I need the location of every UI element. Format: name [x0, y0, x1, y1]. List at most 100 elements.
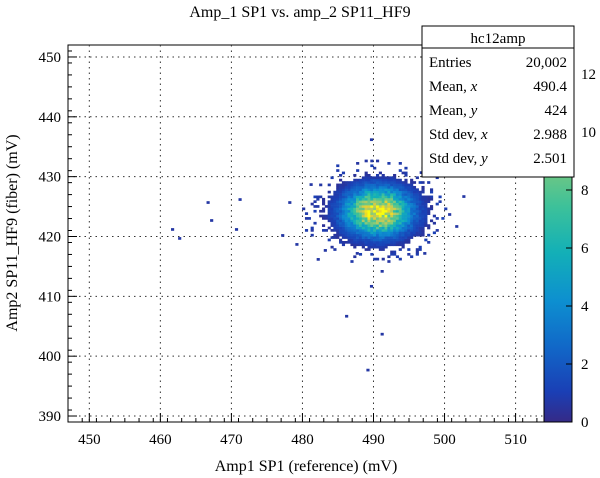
heatmap-cell — [336, 236, 340, 239]
heatmap-cell — [353, 205, 357, 208]
heatmap-cell — [421, 221, 425, 225]
heatmap-cell — [415, 212, 419, 215]
y-tick-label: 440 — [39, 110, 62, 126]
heatmap-cell — [390, 250, 394, 254]
heatmap-cell — [375, 207, 380, 211]
heatmap-cell — [393, 209, 397, 213]
heatmap-cell — [367, 197, 371, 201]
heatmap-cell — [333, 248, 337, 251]
heatmap-cell — [367, 190, 371, 194]
heatmap-cell — [350, 221, 354, 225]
heatmap-cell — [373, 207, 377, 211]
heatmap-cell — [333, 209, 337, 213]
heatmap-cell — [378, 238, 382, 242]
heatmap-cell — [341, 236, 346, 239]
heatmap-cell — [398, 212, 402, 215]
heatmap-cell — [381, 202, 385, 206]
heatmap-cell — [404, 190, 408, 194]
heatmap-cell — [344, 224, 348, 227]
heatmap-cell — [427, 200, 431, 204]
heatmap-cell — [344, 236, 348, 239]
heatmap-cell — [370, 243, 374, 247]
heatmap-cell — [421, 185, 425, 189]
heatmap-outlier-cell — [178, 237, 182, 240]
heatmap-cell — [381, 190, 385, 194]
heatmap-cell — [404, 236, 408, 239]
heatmap-cell — [395, 226, 400, 230]
heatmap-cell — [364, 214, 368, 218]
heatmap-cell — [361, 245, 365, 249]
heatmap-cell — [353, 185, 357, 189]
heatmap-cell — [361, 200, 365, 204]
heatmap-cell — [401, 188, 405, 192]
heatmap-cell — [341, 209, 346, 213]
heatmap-cell — [415, 214, 419, 218]
heatmap-cell — [381, 233, 385, 237]
heatmap-cell — [367, 205, 371, 208]
heatmap-cell — [341, 219, 346, 223]
heatmap-cell — [415, 205, 419, 208]
heatmap-cell — [367, 212, 371, 215]
heatmap-cell — [364, 171, 368, 175]
heatmap-cell — [410, 200, 414, 204]
heatmap-cell — [384, 205, 388, 208]
heatmap-cell — [390, 183, 394, 187]
heatmap-cell — [350, 185, 354, 189]
heatmap-cell — [410, 181, 414, 184]
heatmap-cell — [364, 176, 368, 180]
heatmap-cell — [407, 248, 411, 251]
heatmap-cell — [373, 176, 377, 180]
heatmap-cell — [384, 209, 388, 213]
stats-row-label: Mean, x — [429, 79, 478, 95]
heatmap-cell — [418, 202, 422, 206]
heatmap-cell — [375, 200, 380, 204]
heatmap-cell — [373, 245, 377, 249]
heatmap-cell — [361, 188, 365, 192]
heatmap-cell — [358, 231, 363, 235]
heatmap-cell — [347, 200, 351, 204]
heatmap-cell — [407, 236, 411, 239]
heatmap-cell — [395, 202, 400, 206]
heatmap-cell — [375, 217, 380, 220]
heatmap-cell — [341, 190, 346, 194]
heatmap-cell — [429, 197, 434, 201]
heatmap-cell — [438, 195, 442, 199]
heatmap-cell — [358, 219, 363, 223]
heatmap-cell — [370, 159, 374, 163]
heatmap-cell — [310, 229, 314, 232]
heatmap-cell — [336, 190, 340, 194]
heatmap-cell — [393, 173, 397, 177]
heatmap-cell — [347, 229, 351, 232]
heatmap-cell — [407, 224, 411, 227]
heatmap-cell — [404, 229, 408, 232]
heatmap-cell — [356, 212, 360, 215]
heatmap-cell — [429, 219, 434, 223]
heatmap-cell — [427, 224, 431, 227]
heatmap-cell — [410, 185, 414, 189]
heatmap-cell — [333, 190, 337, 194]
heatmap-cell — [356, 162, 360, 165]
heatmap-cell — [353, 181, 357, 184]
heatmap-cell — [384, 181, 388, 184]
heatmap-cell — [353, 241, 357, 244]
heatmap-outlier-cell — [238, 198, 242, 201]
heatmap-cell — [356, 200, 360, 204]
heatmap-cell — [384, 202, 388, 206]
heatmap-cell — [370, 190, 374, 194]
heatmap-cell — [353, 195, 357, 199]
heatmap-cell — [358, 233, 363, 237]
heatmap-cell — [418, 200, 422, 204]
heatmap-cell — [407, 212, 411, 215]
heatmap-outlier-cell — [366, 368, 370, 372]
heatmap-cell — [404, 226, 408, 230]
heatmap-cell — [364, 190, 368, 194]
heatmap-cell — [341, 207, 346, 211]
heatmap-cell — [395, 229, 400, 232]
heatmap-cell — [418, 212, 422, 215]
heatmap-cell — [387, 243, 391, 247]
heatmap-cell — [330, 212, 334, 215]
heatmap-cell — [373, 226, 377, 230]
heatmap-cell — [350, 238, 354, 242]
heatmap-cell — [370, 212, 374, 215]
heatmap-cell — [398, 202, 402, 206]
